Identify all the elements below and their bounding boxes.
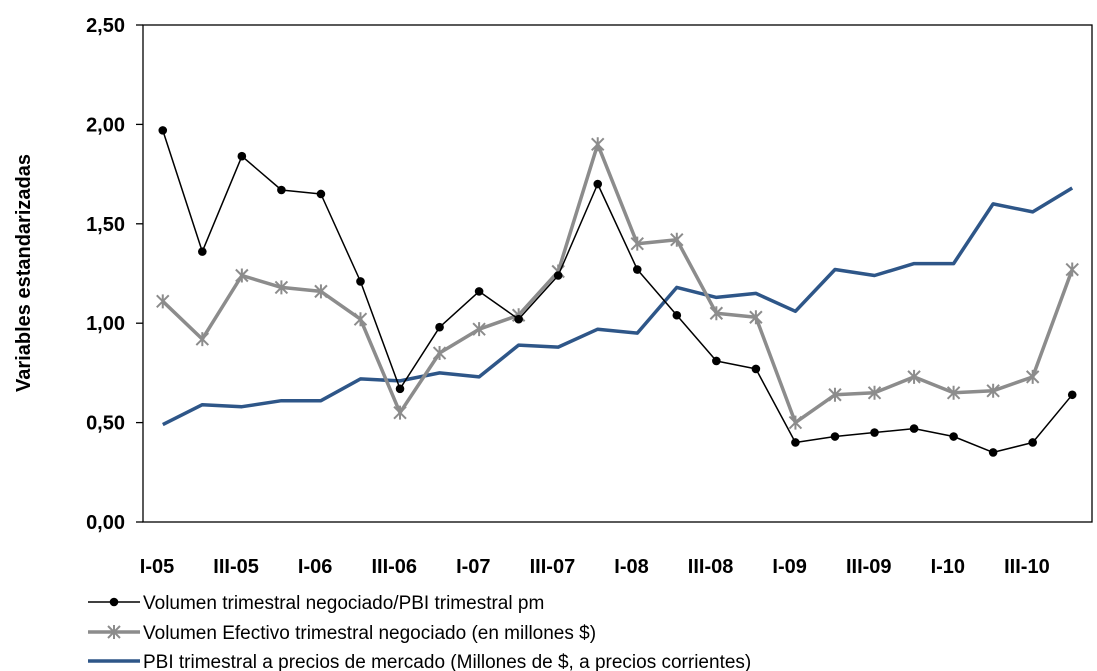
data-point: [474, 287, 484, 296]
x-tick-label: I-06: [298, 556, 332, 578]
data-point: [672, 310, 682, 320]
legend: Volumen trimestral negociado/PBI trimest…: [88, 593, 751, 671]
legend-item: Volumen Efectivo trimestral negociado (e…: [88, 623, 596, 644]
data-point: [788, 415, 803, 430]
x-tick-label: I-09: [772, 556, 806, 578]
data-point: [670, 232, 684, 247]
x-tick-label: III-08: [688, 556, 734, 578]
x-tick-label: III-09: [846, 556, 892, 578]
data-point: [632, 265, 642, 274]
data-point: [867, 385, 882, 400]
data-point: [277, 185, 286, 195]
data-point: [593, 179, 603, 189]
y-tick-label: 1,00: [86, 313, 125, 335]
plot-frame: [142, 24, 1093, 523]
data-point: [1028, 438, 1037, 447]
data-point: [553, 271, 563, 280]
legend-label: Volumen Efectivo trimestral negociado (e…: [143, 623, 596, 644]
series-line: [161, 142, 1074, 425]
data-point: [949, 432, 958, 441]
data-point: [988, 448, 998, 457]
y-tick-label: 2,50: [86, 15, 125, 37]
data-point: [870, 428, 879, 437]
data-point: [751, 364, 761, 374]
data-point: [630, 236, 644, 251]
plot-area: [142, 24, 1093, 523]
legend-label: Volumen trimestral negociado/PBI trimest…: [143, 593, 544, 614]
data-point: [591, 137, 605, 152]
data-point: [356, 277, 365, 286]
series-0: [158, 126, 1077, 457]
data-point: [986, 383, 1000, 398]
data-point: [472, 322, 486, 337]
x-tick-label: III-07: [530, 556, 576, 578]
x-tick-label: I-10: [931, 556, 965, 578]
x-tick-label: I-05: [140, 556, 174, 578]
legend-label: PBI trimestral a precios de mercado (Mil…: [143, 652, 751, 671]
x-tick-label: III-06: [371, 556, 417, 578]
series-line: [162, 130, 1073, 454]
data-point: [514, 314, 523, 324]
data-point: [909, 424, 919, 433]
series-2: [162, 186, 1074, 427]
data-point: [709, 306, 724, 321]
data-point: [314, 284, 328, 299]
data-point: [237, 151, 247, 161]
data-point: [195, 332, 210, 347]
data-point: [198, 247, 207, 256]
data-point: [353, 312, 368, 327]
y-tick-label: 1,50: [86, 214, 125, 236]
y-tick-label: 2,00: [86, 114, 125, 136]
data-point: [235, 268, 249, 283]
legend-marker: [107, 625, 121, 639]
data-point: [395, 384, 405, 394]
legend-item: PBI trimestral a precios de mercado (Mil…: [88, 652, 751, 671]
data-point: [432, 346, 447, 361]
data-point: [791, 438, 800, 447]
series-layer: [156, 126, 1079, 457]
data-point: [316, 189, 326, 199]
y-axis-title: Variables estandarizadas: [13, 154, 35, 392]
y-tick-label: 0,00: [86, 512, 125, 534]
series-line: [162, 186, 1074, 427]
y-tick-label: 0,50: [86, 413, 125, 435]
data-point: [828, 387, 842, 402]
legend-item: Volumen trimestral negociado/PBI trimest…: [88, 593, 544, 614]
data-point: [1065, 262, 1079, 277]
x-tick-label: I-07: [456, 556, 490, 578]
data-point: [1067, 390, 1077, 400]
data-point: [946, 385, 961, 400]
data-point: [274, 280, 289, 295]
data-point: [158, 126, 168, 135]
x-axis: I-05 III-05 I-06 III-06 I-07 III-07 I-08 III-08…: [140, 556, 1050, 578]
data-point: [830, 432, 840, 441]
legend-marker: [109, 597, 119, 607]
data-point: [393, 405, 407, 420]
data-point: [907, 369, 921, 384]
x-tick-label: III-05: [213, 556, 259, 578]
data-point: [712, 356, 721, 366]
data-point: [156, 294, 170, 309]
y-axis: 0,00 0,50 1,00 1,50 2,00 2,50: [86, 15, 143, 534]
x-tick-label: I-08: [614, 556, 648, 578]
data-point: [1025, 369, 1040, 384]
x-tick-label: III-10: [1004, 556, 1050, 578]
data-point: [749, 310, 763, 325]
data-point: [435, 322, 444, 332]
